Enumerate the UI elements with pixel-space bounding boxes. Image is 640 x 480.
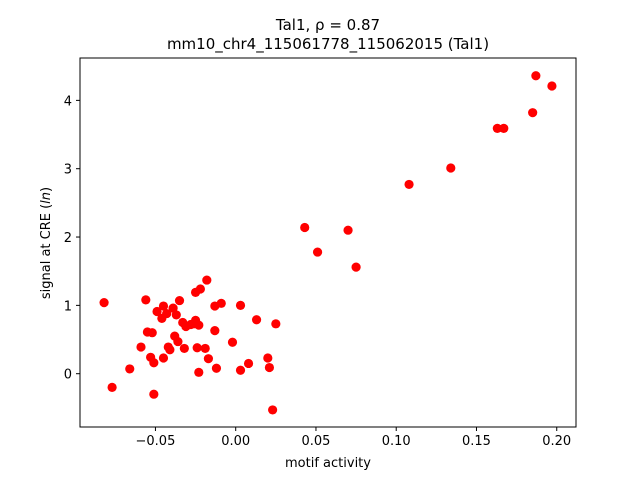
- data-point: [194, 367, 204, 377]
- data-point: [149, 358, 159, 368]
- data-point: [147, 328, 157, 338]
- data-point: [271, 319, 281, 329]
- data-point: [547, 81, 557, 91]
- data-point: [243, 358, 254, 369]
- y-tick-label: 3: [64, 163, 72, 178]
- data-point: [173, 336, 183, 347]
- data-point: [300, 222, 310, 233]
- data-point: [211, 363, 222, 373]
- chart-title: Tal1, ρ = 0.87 mm10_chr4_115061778_11506…: [167, 16, 489, 54]
- data-point: [158, 353, 169, 363]
- data-point: [158, 301, 169, 311]
- data-point: [192, 343, 202, 353]
- data-point: [528, 108, 538, 118]
- x-tick-label: 0.00: [221, 434, 250, 449]
- data-point: [179, 343, 189, 354]
- data-point: [235, 300, 246, 310]
- data-point: [351, 262, 361, 272]
- x-tick-label: 0.15: [462, 434, 491, 449]
- data-point: [165, 345, 175, 355]
- x-tick-label: 0.20: [542, 434, 571, 449]
- data-point: [446, 163, 456, 173]
- y-tick-label: 0: [64, 368, 72, 383]
- x-axis-label: motif activity: [285, 456, 371, 471]
- x-tick-label: 0.05: [301, 434, 330, 449]
- data-point: [210, 326, 220, 336]
- data-point: [203, 354, 214, 364]
- data-point: [263, 353, 273, 363]
- data-point: [149, 389, 159, 399]
- data-point: [171, 310, 181, 320]
- data-point: [194, 320, 204, 330]
- data-point: [235, 365, 246, 375]
- data-point: [343, 225, 353, 235]
- data-point: [492, 123, 502, 133]
- data-point: [168, 303, 178, 313]
- data-point: [499, 123, 509, 133]
- data-point: [152, 306, 162, 317]
- data-point: [99, 298, 109, 308]
- y-axis-label: signal at CRE (ln): [39, 187, 54, 299]
- chart-title-line2: mm10_chr4_115061778_115062015 (Tal1): [167, 35, 489, 54]
- data-point: [264, 362, 275, 373]
- data-point: [531, 71, 541, 81]
- data-point: [251, 315, 262, 325]
- y-tick-label: 4: [64, 94, 72, 109]
- y-tick-label: 1: [64, 299, 72, 314]
- y-axis-ticks: 0 1 2 3 4: [64, 94, 80, 383]
- data-point: [162, 308, 172, 319]
- data-point: [200, 343, 210, 354]
- data-point: [202, 275, 212, 285]
- data-point: [195, 284, 205, 294]
- data-point: [125, 364, 135, 374]
- x-axis-ticks: −0.05 0.00 0.05 0.10 0.15 0.20: [136, 427, 571, 449]
- data-point: [404, 179, 414, 190]
- data-point: [216, 298, 226, 308]
- data-point: [268, 405, 278, 415]
- chart-title-line1: Tal1, ρ = 0.87: [275, 16, 380, 34]
- y-tick-label: 2: [64, 231, 72, 246]
- data-point: [312, 247, 323, 257]
- x-tick-label: −0.05: [136, 434, 176, 449]
- data-point: [227, 337, 238, 347]
- x-tick-label: 0.10: [382, 434, 411, 449]
- data-points: [99, 71, 557, 415]
- plot-area-frame: [79, 57, 577, 428]
- data-point: [107, 382, 117, 392]
- data-point: [136, 342, 146, 352]
- data-point: [174, 295, 185, 306]
- data-point: [141, 295, 151, 305]
